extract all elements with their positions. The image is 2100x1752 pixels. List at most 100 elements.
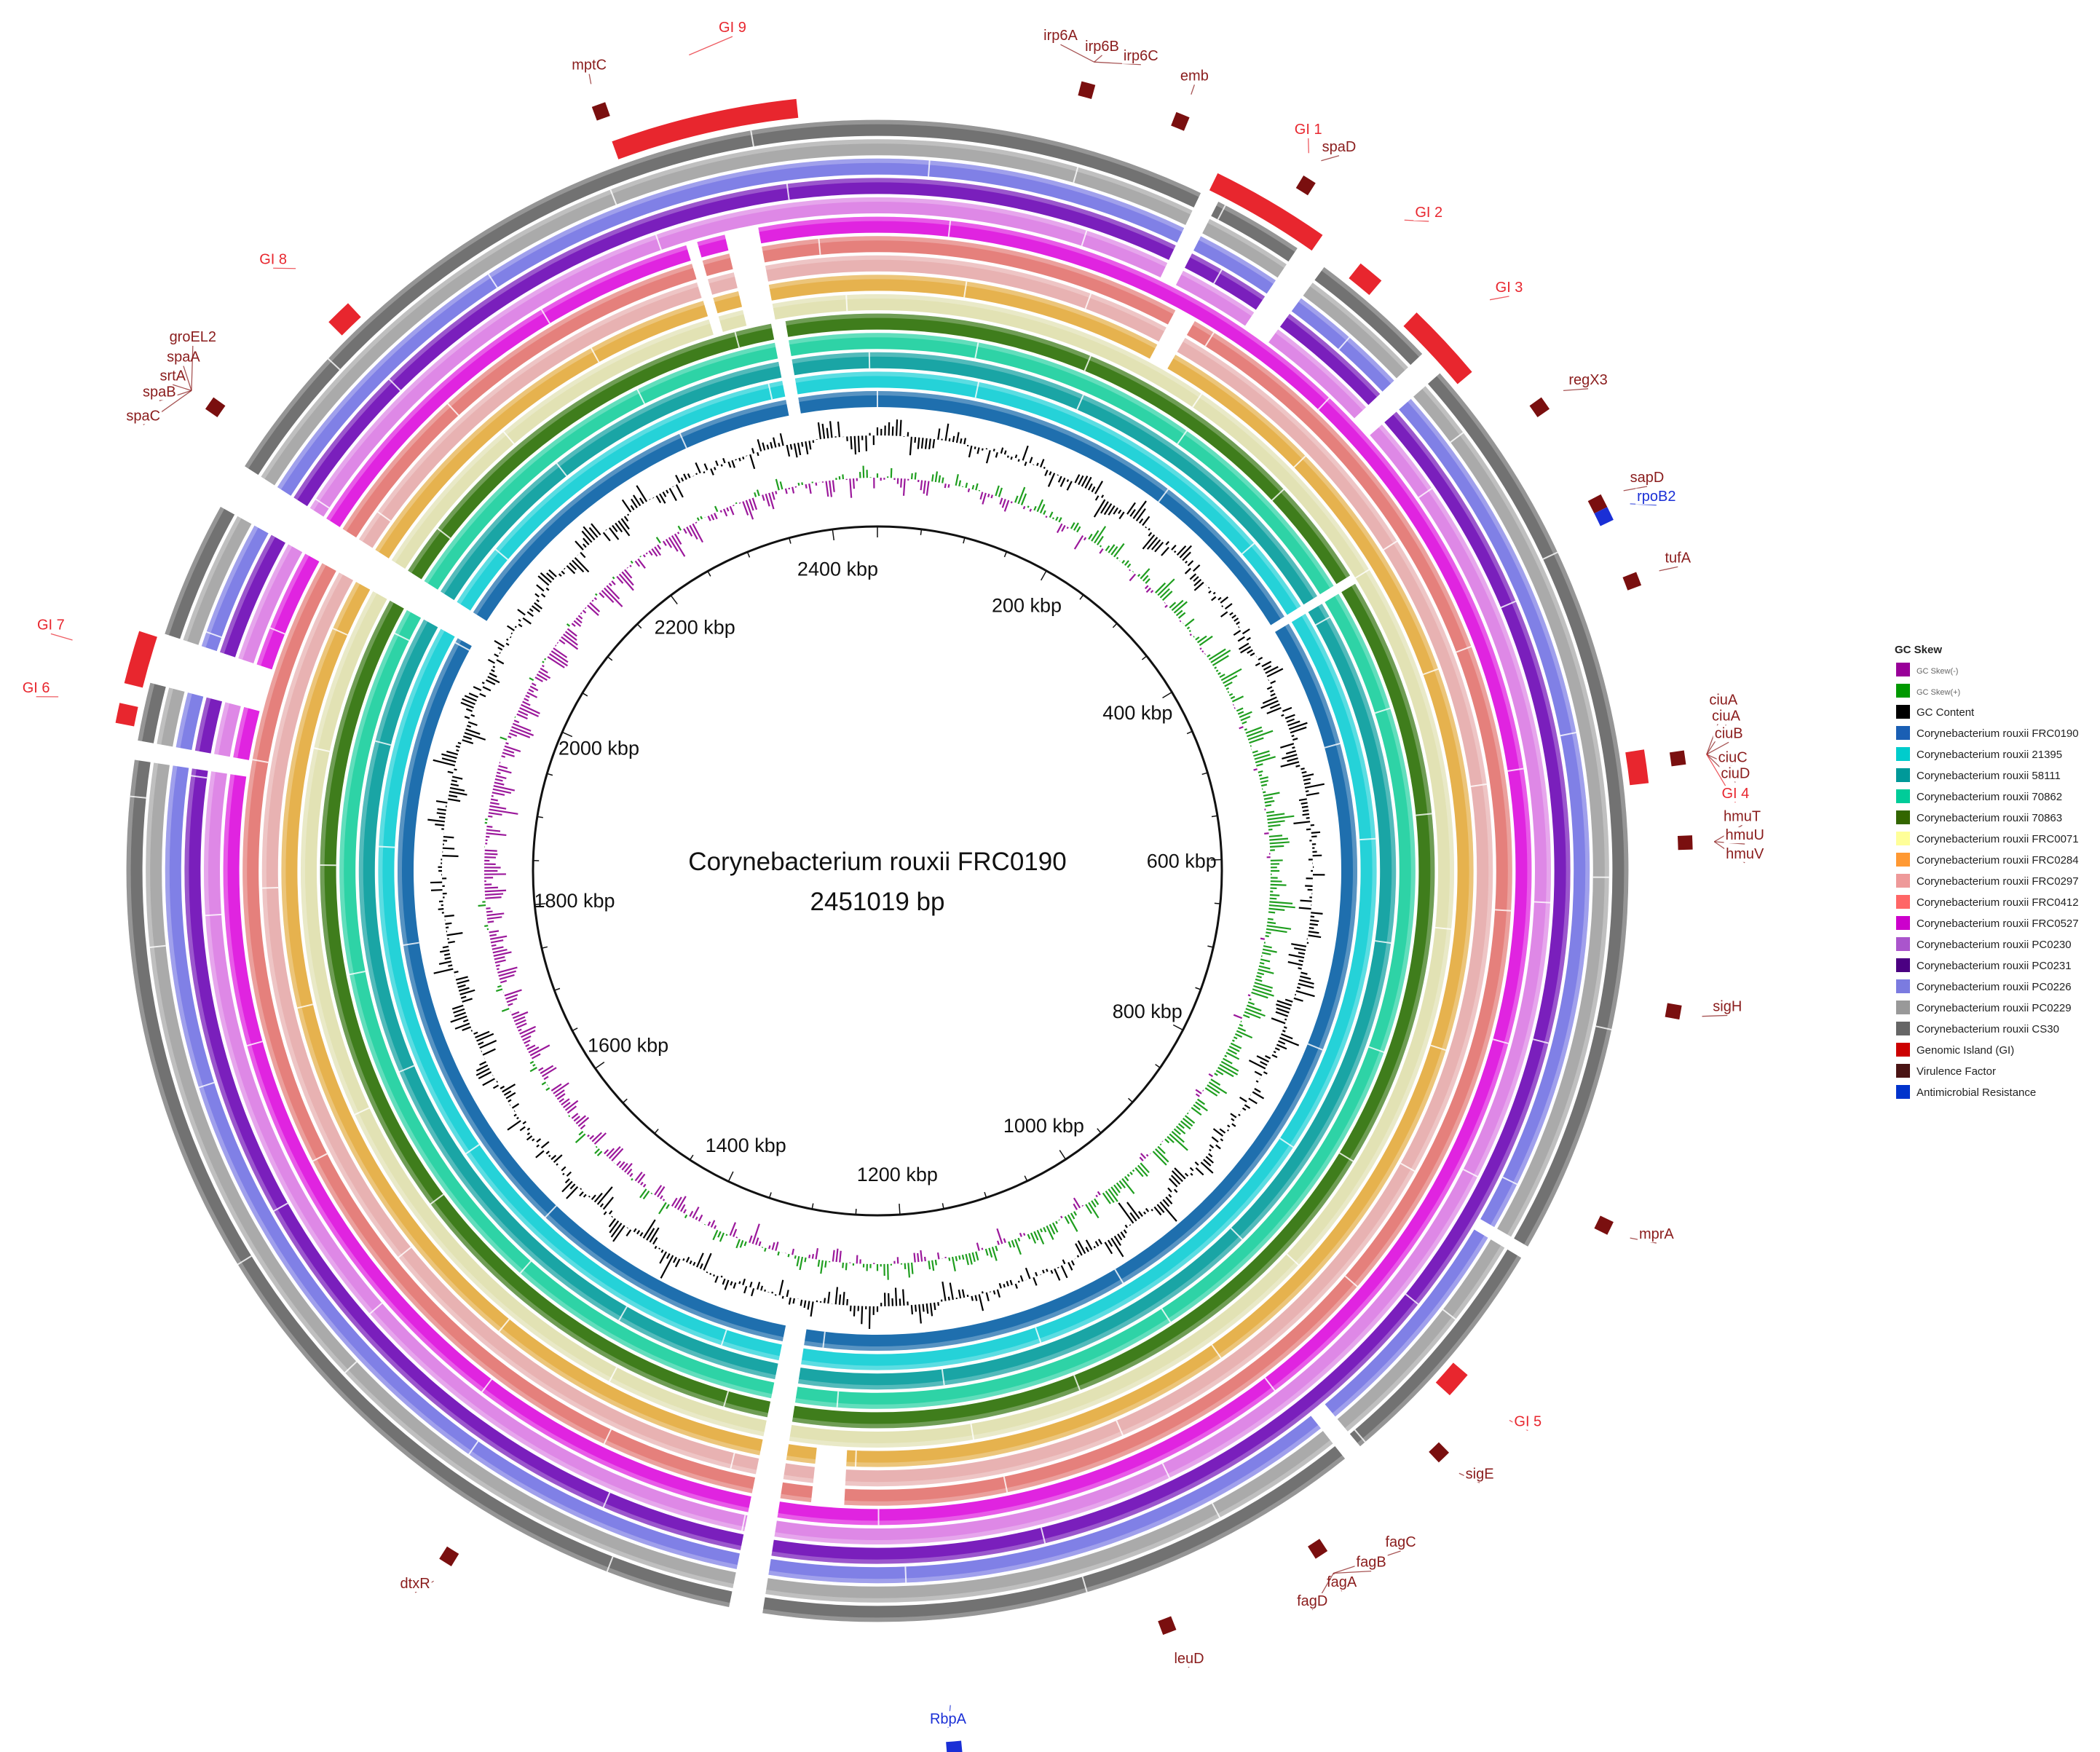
ring-highlight: [877, 333, 1334, 588]
ring-divider: [1423, 668, 1439, 676]
feature-label-spaa: spaA: [167, 350, 200, 366]
ring-divider: [540, 309, 550, 324]
legend-swatch: [1896, 789, 1910, 803]
tick-mark: [1155, 1064, 1161, 1068]
ring-segment: [157, 687, 185, 747]
legend-swatch: [1896, 937, 1910, 951]
legend-item-label: GC Content: [1917, 706, 1975, 719]
feature-label-spac: spaC: [126, 408, 160, 424]
tick-mark: [746, 551, 751, 558]
ring-divider: [494, 548, 509, 561]
feature-label-ciuc: ciuC: [1718, 749, 1748, 765]
ring-segment: [697, 234, 729, 258]
ring-PC0226: [165, 158, 1590, 1584]
ring-highlight: [697, 234, 726, 247]
ring-segment: [1193, 236, 1276, 294]
ring-divider: [974, 382, 980, 398]
ring-segment: [375, 301, 708, 559]
ring-highlight: [762, 236, 877, 251]
ring-highlight: [183, 516, 242, 642]
ring-highlight: [1321, 267, 1423, 358]
tick-mark: [984, 1191, 987, 1198]
gc-content-track: [427, 419, 1325, 1329]
feature-label-fagd: fagD: [1297, 1593, 1327, 1609]
ring-segment: [473, 400, 789, 621]
ring-divider: [1374, 707, 1391, 714]
ring-divider: [1003, 1476, 1008, 1493]
ring-divider: [636, 389, 646, 404]
ring-divider: [1084, 293, 1092, 309]
ring-divider: [1430, 1044, 1447, 1051]
gc-tracks: [427, 419, 1325, 1329]
backbone-axis: 200 kbp 400 kbp 600 kbp 800 kbp 1000 kbp 1200…: [532, 525, 1223, 1217]
genomic-island-marker: [124, 631, 157, 688]
ring-divider: [1040, 1527, 1046, 1544]
leader-line: [1191, 84, 1196, 95]
gc-skew-positive-track: [478, 465, 1295, 1280]
ring-divider: [1204, 332, 1215, 347]
leader-line: [1563, 388, 1589, 392]
legend-item-label: Corynebacterium rouxii PC0229: [1917, 1002, 2072, 1014]
ring-segment: [245, 119, 877, 476]
tick-mark: [1079, 594, 1084, 600]
ring-segment: [762, 1445, 1346, 1622]
tick-label: 1400 kbp: [706, 1135, 786, 1156]
feature-label-groel2: groEL2: [170, 329, 217, 345]
ring-divider: [1359, 837, 1376, 841]
ring-segment: [794, 371, 877, 395]
ring-divider: [377, 510, 392, 522]
feature-label-spad: spaD: [1322, 139, 1357, 155]
feature-label-gi4: GI 4: [1721, 786, 1749, 802]
ring-highlight: [1310, 283, 1408, 371]
feature-label-ciua: ciuA: [1709, 692, 1738, 708]
ring-divider: [1324, 743, 1341, 749]
tick-mark: [899, 1203, 901, 1215]
tick-mark: [1059, 1150, 1067, 1160]
tick-mark: [654, 1129, 659, 1135]
ring-divider: [454, 642, 470, 651]
tick-mark: [963, 537, 966, 544]
feature-label-fagb: fagB: [1357, 1555, 1386, 1571]
feature-label-irp6c: irp6C: [1124, 48, 1158, 64]
tick-mark: [541, 946, 548, 949]
ring-segment: [293, 178, 878, 507]
ring-highlight: [792, 352, 877, 364]
ring-segment: [877, 178, 1176, 260]
tick-mark: [607, 656, 613, 661]
leader-line: [173, 384, 192, 392]
legend: GC Skew GC Skew(-) GC Skew(+) GC Content Co…: [1895, 644, 2079, 1099]
ring-highlight: [877, 371, 1301, 609]
ring-divider: [465, 1144, 480, 1155]
tick-label: 2200 kbp: [655, 617, 735, 639]
ring-FRC0071: [300, 293, 1455, 1448]
ring-divider: [1375, 940, 1392, 944]
ring-divider: [468, 1440, 479, 1455]
blast-rings: [126, 119, 1629, 1622]
ring-divider: [606, 1556, 614, 1572]
ring-divider: [344, 1361, 358, 1373]
ring-divider: [399, 1065, 415, 1073]
feature-label-spab: spaB: [143, 384, 176, 400]
tick-mark: [622, 1098, 628, 1104]
ring-divider: [312, 1153, 328, 1162]
ring-divider: [1211, 1344, 1222, 1359]
ring-segment: [339, 609, 775, 1399]
ring-segment: [165, 506, 235, 639]
feature-label-mptc: mptC: [572, 58, 607, 74]
legend-item-label: Corynebacterium rouxii CS30: [1917, 1023, 2059, 1035]
virulence-factor-marker: [1587, 494, 1608, 514]
tick-mark: [832, 529, 835, 541]
ring-segment: [261, 572, 759, 1475]
ring-highlight: [708, 272, 735, 284]
genomic-island-marker: [1209, 173, 1323, 251]
tick-mark: [572, 1027, 578, 1032]
ring-divider: [487, 273, 498, 288]
ring-divider: [1264, 1377, 1276, 1392]
ring-divider: [1320, 1407, 1333, 1421]
ring-divider: [1081, 1577, 1088, 1593]
virulence-factor-marker: [1171, 111, 1190, 131]
legend-item-label: Corynebacterium rouxii FRC0190: [1917, 727, 2079, 740]
ring-divider: [1271, 489, 1284, 501]
